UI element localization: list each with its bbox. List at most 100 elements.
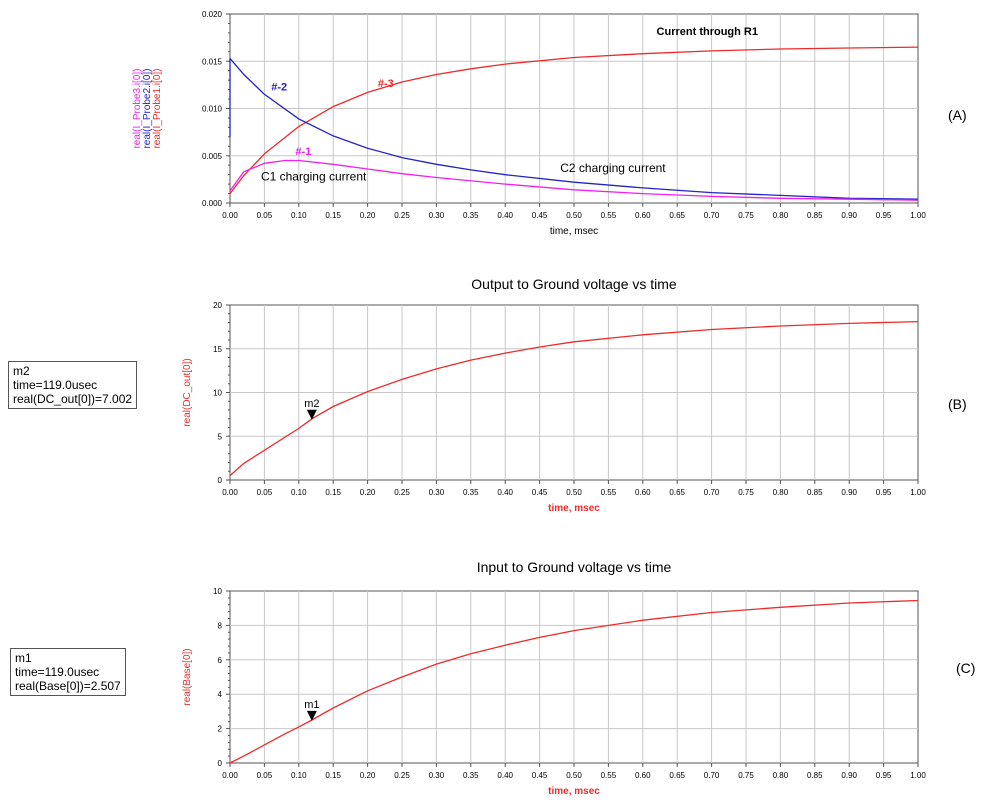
x-tick-label: 1.00 bbox=[910, 211, 926, 220]
x-tick-label: 0.70 bbox=[704, 488, 720, 497]
x-tick-label: 0.80 bbox=[773, 488, 789, 497]
x-tick-label: 0.90 bbox=[841, 771, 857, 780]
x-tick-label: 0.40 bbox=[497, 211, 513, 220]
marker-triangle bbox=[306, 409, 317, 420]
x-tick-label: 1.00 bbox=[910, 771, 926, 780]
x-tick-label: 0.30 bbox=[429, 211, 445, 220]
x-tick-label: 0.95 bbox=[876, 771, 892, 780]
x-tick-label: 0.90 bbox=[841, 211, 857, 220]
x-tick-label: 0.50 bbox=[566, 771, 582, 780]
series-line bbox=[229, 159, 919, 201]
x-tick-label: 0.10 bbox=[291, 211, 307, 220]
x-tick-label: 0.00 bbox=[222, 488, 238, 497]
x-tick-label: 0.45 bbox=[532, 771, 548, 780]
marker-readout-time: time=119.0usec bbox=[13, 378, 98, 392]
x-tick-label: 0.20 bbox=[360, 211, 376, 220]
x-tick-label: 0.70 bbox=[704, 211, 720, 220]
x-tick-label: 0.45 bbox=[532, 488, 548, 497]
x-axis-label: time, msec bbox=[548, 786, 600, 797]
series-line bbox=[229, 320, 919, 477]
x-axis-label: time, msec bbox=[548, 503, 600, 514]
x-tick-label: 0.85 bbox=[807, 211, 823, 220]
y-axis-label: real(I_Probe3.i[0]) bbox=[132, 68, 143, 148]
marker-readout-name: m2 bbox=[13, 364, 30, 378]
y-axis-label: real(Base[0]) bbox=[182, 648, 193, 705]
y-tick-label: 0.010 bbox=[202, 105, 223, 114]
y-axis-label: real(I_Probe1.i[0]) bbox=[152, 68, 163, 148]
y-axis-label: real(I_Probe2.i[0]) bbox=[142, 68, 153, 148]
x-tick-label: 0.20 bbox=[360, 771, 376, 780]
x-tick-label: 0.30 bbox=[429, 488, 445, 497]
panel-label-c: (C) bbox=[956, 660, 976, 676]
y-tick-label: 8 bbox=[218, 621, 223, 630]
chart-title: Output to Ground voltage vs time bbox=[471, 276, 677, 292]
x-tick-label: 0.30 bbox=[429, 771, 445, 780]
x-tick-label: 0.15 bbox=[325, 771, 341, 780]
x-tick-label: 0.55 bbox=[601, 211, 617, 220]
x-tick-label: 1.00 bbox=[910, 488, 926, 497]
x-tick-label: 0.75 bbox=[738, 771, 754, 780]
y-tick-label: 0.020 bbox=[202, 10, 223, 19]
y-tick-label: 15 bbox=[213, 345, 222, 354]
x-tick-label: 0.05 bbox=[257, 771, 273, 780]
x-tick-label: 0.10 bbox=[291, 771, 307, 780]
x-tick-label: 0.55 bbox=[601, 488, 617, 497]
x-tick-label: 0.25 bbox=[394, 211, 410, 220]
y-tick-label: 0 bbox=[218, 476, 223, 485]
panel-label-b: (B) bbox=[948, 396, 967, 412]
x-tick-label: 0.00 bbox=[222, 771, 238, 780]
y-tick-label: 10 bbox=[213, 389, 222, 398]
x-tick-label: 0.70 bbox=[704, 771, 720, 780]
x-tick-label: 0.80 bbox=[773, 771, 789, 780]
x-tick-label: 0.60 bbox=[635, 488, 651, 497]
series-line bbox=[229, 57, 919, 200]
curve-annotation: #-3 bbox=[378, 78, 394, 90]
marker-readout-value: real(Base[0])=2.507 bbox=[15, 679, 121, 693]
marker-readout-m1: m1 time=119.0usec real(Base[0])=2.507 bbox=[10, 648, 126, 696]
x-tick-label: 0.15 bbox=[325, 488, 341, 497]
chart-panel-a: 0.00 0.05 0.10 0.15 0.20 0.25 0.30 0.35 0.40 0.45… bbox=[132, 10, 926, 237]
curve-annotation: C2 charging current bbox=[560, 161, 666, 175]
x-tick-label: 0.35 bbox=[463, 488, 479, 497]
chart-title: Input to Ground voltage vs time bbox=[477, 559, 672, 575]
x-tick-label: 0.55 bbox=[601, 771, 617, 780]
x-tick-label: 0.85 bbox=[807, 488, 823, 497]
y-tick-label: 2 bbox=[218, 725, 223, 734]
x-tick-label: 0.65 bbox=[669, 771, 685, 780]
y-tick-label: 0 bbox=[218, 759, 223, 768]
x-tick-label: 0.05 bbox=[257, 488, 273, 497]
x-tick-label: 0.45 bbox=[532, 211, 548, 220]
x-tick-label: 0.75 bbox=[738, 488, 754, 497]
x-tick-label: 0.05 bbox=[257, 211, 273, 220]
x-tick-label: 0.35 bbox=[463, 771, 479, 780]
y-tick-label: 4 bbox=[218, 690, 223, 699]
x-tick-label: 0.75 bbox=[738, 211, 754, 220]
x-tick-label: 0.10 bbox=[291, 488, 307, 497]
series-line bbox=[229, 599, 919, 764]
x-tick-label: 0.25 bbox=[394, 488, 410, 497]
x-tick-label: 0.60 bbox=[635, 211, 651, 220]
x-tick-label: 0.85 bbox=[807, 771, 823, 780]
marker-label: m2 bbox=[304, 398, 319, 410]
curve-annotation: C1 charging current bbox=[261, 169, 367, 183]
x-tick-label: 0.95 bbox=[876, 211, 892, 220]
x-axis-label: time, msec bbox=[550, 226, 598, 237]
y-tick-label: 0.005 bbox=[202, 152, 223, 161]
y-axis-label: real(DC_out[0]) bbox=[182, 358, 193, 426]
marker-readout-name: m1 bbox=[15, 651, 32, 665]
marker-label: m1 bbox=[304, 699, 319, 711]
y-tick-label: 0.000 bbox=[202, 199, 223, 208]
x-tick-label: 0.35 bbox=[463, 211, 479, 220]
x-tick-label: 0.65 bbox=[669, 488, 685, 497]
x-tick-label: 0.00 bbox=[222, 211, 238, 220]
chart-panel-b: 0.00 0.05 0.10 0.15 0.20 0.25 0.30 0.35 0.40 0.45… bbox=[182, 276, 926, 514]
series-line bbox=[229, 46, 919, 194]
y-tick-label: 10 bbox=[213, 587, 222, 596]
y-tick-label: 6 bbox=[218, 656, 223, 665]
marker-readout-m2: m2 time=119.0usec real(DC_out[0])=7.002 bbox=[8, 361, 138, 409]
x-tick-label: 0.40 bbox=[497, 488, 513, 497]
x-tick-label: 0.50 bbox=[566, 488, 582, 497]
x-tick-label: 0.40 bbox=[497, 771, 513, 780]
curve-annotation: #-2 bbox=[271, 82, 287, 94]
